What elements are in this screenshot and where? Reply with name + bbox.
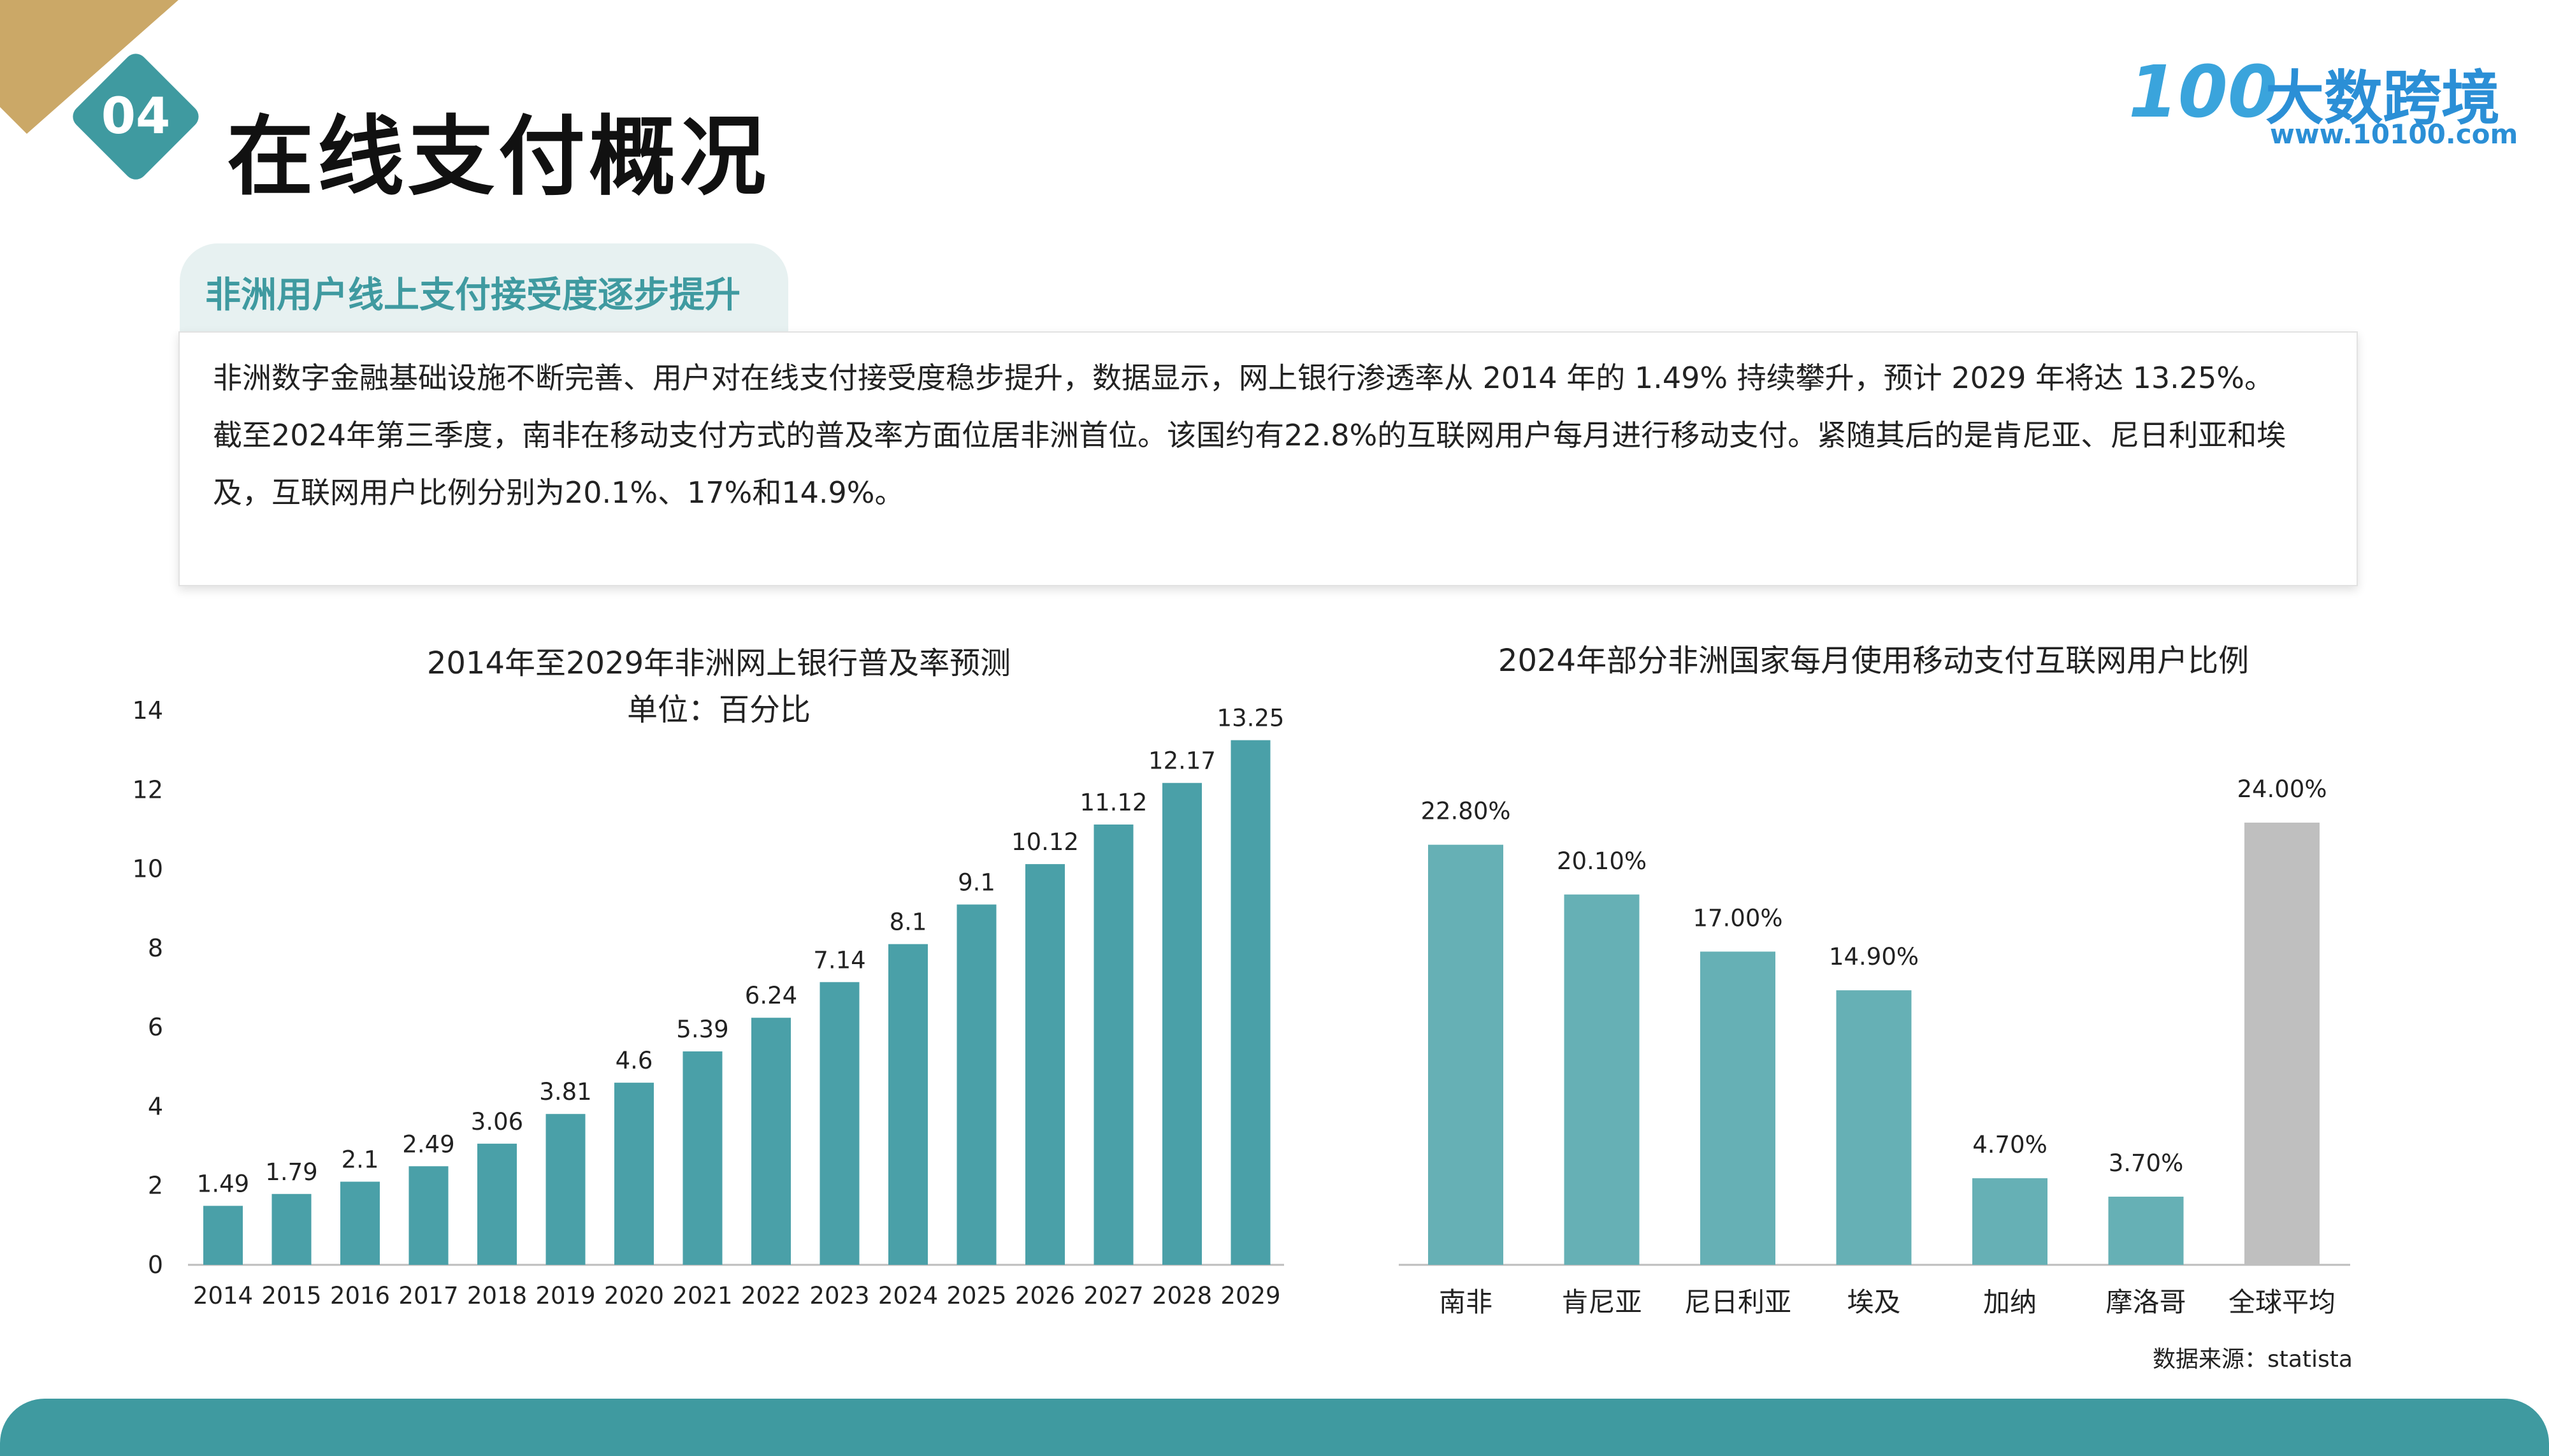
left-y-tick-label: 14 (133, 696, 163, 724)
summary-textbox: 非洲数字金融基础设施不断完善、用户对在线支付接受度稳步提升，数据显示，网上银行渗… (178, 331, 2358, 586)
left-x-tick-label: 2026 (1015, 1282, 1075, 1309)
right-data-label: 14.90% (1829, 943, 1919, 970)
left-bar (682, 1051, 723, 1265)
left-bar (820, 982, 860, 1265)
left-y-tick-label: 10 (133, 855, 163, 883)
right-data-label: 20.10% (1557, 847, 1647, 875)
right-x-tick-label: 加纳 (1983, 1287, 2037, 1318)
page-title: 在线支付概况 (227, 107, 770, 208)
right-bar-chart: 2024年部分非洲国家每月使用移动支付互联网用户比例 22.80% 南非 20.10… (1399, 643, 2350, 1318)
left-bar-chart: 2014年至2029年非洲网上银行普及率预测 单位：百分比 0 2 4 6 8 10 12 1… (133, 645, 1285, 1309)
left-data-label: 1.49 (197, 1170, 249, 1197)
logo-icon: 100 (2128, 51, 2278, 134)
left-y-tick-label: 8 (148, 934, 163, 962)
right-x-tick-label: 全球平均 (2228, 1287, 2336, 1318)
right-x-tick-label: 南非 (1439, 1287, 1492, 1318)
left-x-tick-label: 2017 (398, 1282, 458, 1309)
left-data-label: 10.12 (1011, 828, 1079, 856)
left-x-tick-label: 2022 (741, 1282, 801, 1309)
left-x-tick-label: 2016 (330, 1282, 390, 1309)
logo-url: www.10100.com (2270, 119, 2518, 150)
left-bar (751, 1018, 791, 1265)
right-data-label: 4.70% (1972, 1131, 2047, 1158)
left-y-tick-label: 4 (148, 1092, 163, 1120)
left-x-tick-label: 2020 (604, 1282, 664, 1309)
left-y-tick-label: 2 (148, 1172, 163, 1200)
right-bar (2244, 823, 2320, 1265)
right-data-label: 24.00% (2237, 775, 2327, 803)
left-data-label: 3.81 (539, 1078, 591, 1106)
left-bar (340, 1181, 380, 1265)
left-bar (203, 1206, 243, 1265)
left-data-label: 5.39 (676, 1016, 728, 1043)
right-bar (2108, 1197, 2184, 1265)
left-x-tick-label: 2029 (1220, 1282, 1280, 1309)
right-x-tick-label: 摩洛哥 (2105, 1287, 2186, 1318)
source-note: 数据来源：statista (2153, 1346, 2353, 1373)
summary-paragraph-1: 非洲数字金融基础设施不断完善、用户对在线支付接受度稳步提升，数据显示，网上银行渗… (213, 361, 2274, 395)
bottom-band (0, 1399, 2549, 1456)
left-bar (545, 1114, 586, 1265)
left-x-tick-label: 2021 (672, 1282, 732, 1309)
left-bar (957, 904, 997, 1265)
section-tab (180, 243, 788, 338)
left-y-tick-label: 6 (148, 1013, 163, 1041)
right-chart-title: 2024年部分非洲国家每月使用移动支付互联网用户比例 (1498, 643, 2249, 679)
left-bar (888, 944, 928, 1265)
left-data-label: 6.24 (745, 982, 797, 1009)
left-x-tick-label: 2023 (809, 1282, 869, 1309)
left-x-tick-label: 2027 (1083, 1282, 1143, 1309)
right-bar (1700, 951, 1775, 1265)
left-chart-title: 2014年至2029年非洲网上银行普及率预测 (427, 645, 1011, 681)
left-data-label: 1.79 (265, 1158, 317, 1186)
right-data-label: 22.80% (1420, 798, 1510, 825)
left-x-tick-label: 2028 (1152, 1282, 1212, 1309)
right-bar (1428, 844, 1503, 1265)
section-tab-label: 非洲用户线上支付接受度逐步提升 (205, 275, 740, 316)
left-bar (477, 1143, 517, 1265)
left-x-tick-label: 2024 (878, 1282, 938, 1309)
right-data-label: 17.00% (1693, 904, 1782, 932)
left-bar (408, 1166, 449, 1265)
left-data-label: 13.25 (1217, 705, 1285, 732)
right-data-label: 3.70% (2109, 1150, 2184, 1177)
left-y-tick-label: 12 (133, 775, 163, 804)
left-data-label: 2.49 (402, 1130, 454, 1158)
left-bar (1025, 864, 1065, 1265)
right-bar (1564, 894, 1640, 1265)
left-bar (614, 1083, 654, 1265)
left-bar (1094, 824, 1134, 1265)
left-data-label: 12.17 (1148, 747, 1216, 775)
left-x-tick-label: 2018 (467, 1282, 527, 1309)
left-data-label: 8.1 (890, 909, 927, 936)
right-bar (1836, 990, 1912, 1265)
left-data-label: 9.1 (958, 869, 995, 897)
left-x-tick-label: 2025 (946, 1282, 1006, 1309)
summary-paragraph-2: 截至2024年第三季度，南非在移动支付方式的普及率方面位居非洲首位。该国约有22… (213, 418, 2286, 510)
right-x-tick-label: 肯尼亚 (1561, 1287, 1642, 1318)
left-x-tick-label: 2015 (261, 1282, 321, 1309)
right-x-tick-label: 尼日利亚 (1684, 1287, 1791, 1318)
logo-name: 大数跨境 (2265, 64, 2501, 133)
section-number: 04 (101, 88, 171, 145)
left-bar (1162, 782, 1202, 1265)
left-data-label: 7.14 (813, 946, 865, 974)
left-x-tick-label: 2019 (535, 1282, 595, 1309)
left-data-label: 2.1 (342, 1146, 379, 1174)
left-data-label: 11.12 (1080, 789, 1148, 816)
left-data-label: 3.06 (471, 1108, 523, 1135)
left-data-label: 4.6 (616, 1047, 653, 1074)
left-bar (1231, 740, 1271, 1265)
left-chart-subtitle: 单位：百分比 (627, 692, 811, 728)
left-y-tick-label: 0 (148, 1251, 163, 1279)
right-bar (1972, 1178, 2047, 1265)
right-x-tick-label: 埃及 (1847, 1287, 1900, 1318)
left-x-tick-label: 2014 (193, 1282, 253, 1309)
left-bar (271, 1193, 312, 1265)
